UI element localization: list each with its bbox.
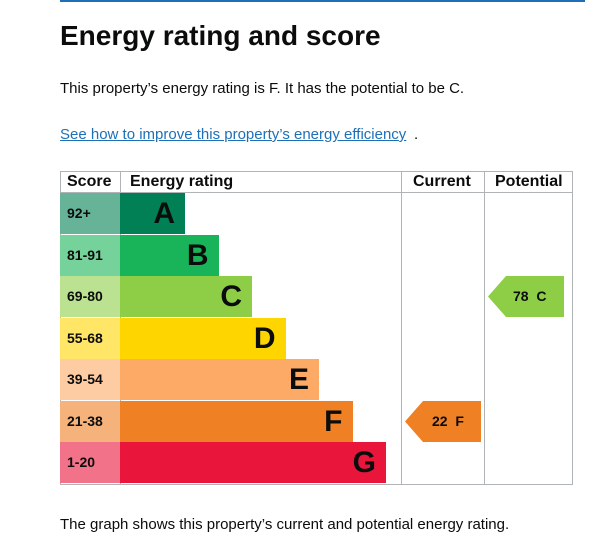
improve-efficiency-link[interactable]: See how to improve this property’s energ… [60,126,407,143]
header-divider [60,192,573,193]
band-score-range: 39-54 [60,359,120,400]
band-bar-d: D [120,317,286,359]
band-letter: C [220,280,242,313]
header-score: Score [67,173,112,190]
chart-description: The graph shows this property’s current … [60,516,510,533]
header-energy-rating: Energy rating [130,173,234,190]
header-potential: Potential [495,173,563,190]
band-bar-g: G [120,442,386,483]
top-rule [60,0,585,2]
potential-rating-label: 78 C [513,288,547,304]
band-bar-c: C [120,276,252,317]
table-right-border [572,171,573,484]
current-column-divider [401,171,402,484]
band-letter: G [352,446,376,479]
band-score-range: 1-20 [60,442,120,483]
potential-arrow-shape [488,276,564,317]
rating-summary: This property’s energy rating is F. It h… [60,80,465,97]
current-arrow-shape [405,400,481,442]
band-bar-e: E [120,359,319,400]
page-title: Energy rating and score [60,20,381,51]
band-letter: B [186,238,209,272]
current-rating-arrow [405,400,481,442]
band-bar-b: B [120,234,219,276]
link-period: . [414,126,419,143]
band-letter: A [153,197,175,230]
band-bar-a: A [120,193,185,234]
table-bottom-border [60,484,573,485]
potential-column-divider [484,171,485,484]
band-score-range: 21-38 [60,400,120,442]
energy-rating-chart: Score Energy rating Current Potential 92… [60,171,573,485]
band-letter: E [288,363,309,396]
band-score-range: 92+ [60,193,120,234]
potential-rating-arrow [488,276,564,317]
table-top-border [60,171,573,172]
band-bar-f: F [120,400,353,442]
header-current: Current [413,173,471,190]
band-score-range: 81-91 [60,234,120,276]
current-rating-label: 22 F [432,412,464,429]
band-letter: F [324,404,343,438]
band-score-range: 55-68 [60,317,120,359]
band-letter: D [253,321,276,355]
band-score-range: 69-80 [60,276,120,317]
